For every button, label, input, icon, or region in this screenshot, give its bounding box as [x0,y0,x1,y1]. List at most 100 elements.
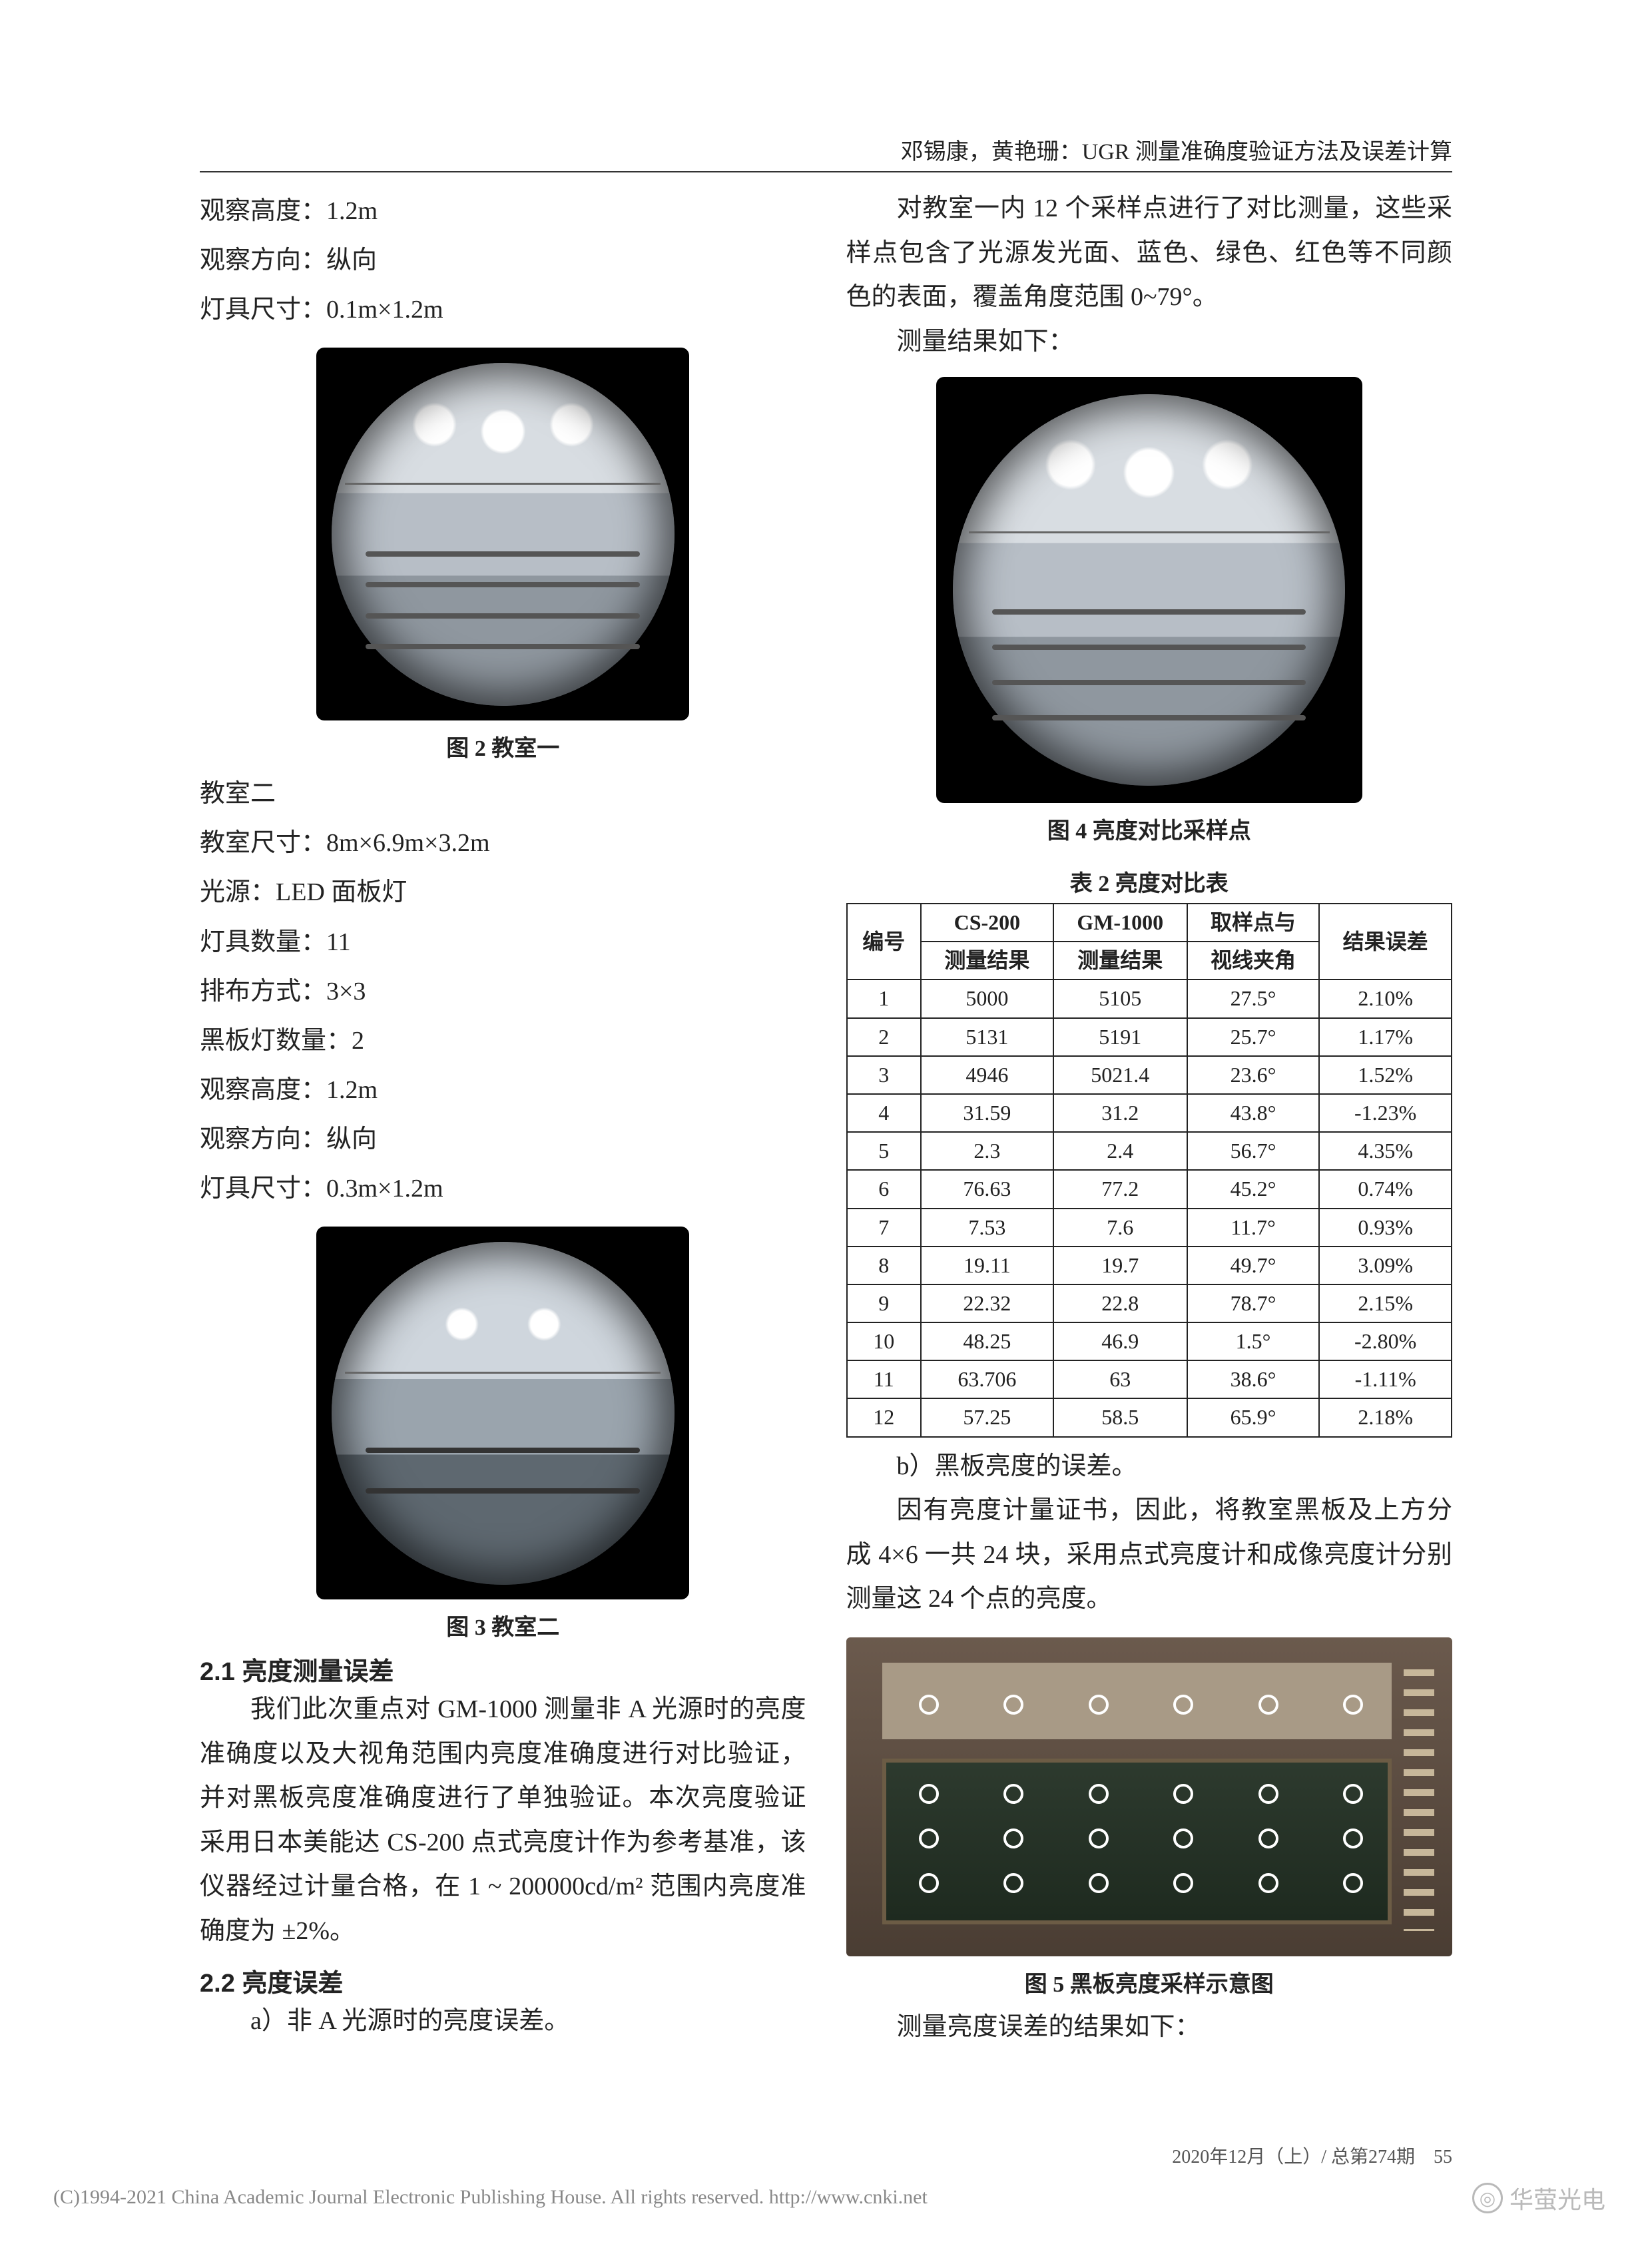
section-b-title: b）黑板亮度的误差。 [846,1444,1453,1489]
table-cell: 49.7° [1187,1247,1320,1284]
page-footer: 2020年12月（上）/ 总第274期 55 [200,2142,1452,2169]
table-row: 1257.2558.565.9°2.18% [847,1398,1452,1436]
table-cell: 11 [847,1360,922,1398]
table-row: 52.32.456.7°4.35% [847,1132,1452,1170]
th-cs200-b: 测量结果 [921,942,1053,980]
table-cell: 9 [847,1284,922,1322]
table-cell: 77.2 [1053,1170,1187,1208]
table-row: 77.537.611.7°0.93% [847,1209,1452,1247]
table-cell: 46.9 [1053,1322,1187,1360]
figure-3-image [316,1227,689,1599]
table-cell: 2.4 [1053,1132,1187,1170]
table-row: 431.5931.243.8°-1.23% [847,1094,1452,1132]
table-row: 676.6377.245.2°0.74% [847,1170,1452,1208]
table-cell: 7.6 [1053,1209,1187,1247]
table-cell: 19.7 [1053,1247,1187,1284]
table-2: 编号 CS-200 GM-1000 取样点与 结果误差 测量结果 测量结果 视线… [846,903,1453,1438]
th-err: 结果误差 [1319,904,1452,980]
table-row: 1048.2546.91.5°-2.80% [847,1322,1452,1360]
section-b-paragraph: 因有亮度计量证书，因此，将教室黑板及上方分成 4×6 一共 24 块，采用点式亮… [846,1488,1453,1621]
sample-point-icon [1258,1784,1278,1804]
param-lum-count: 灯具数量：11 [200,918,806,967]
sample-point-icon [919,1784,939,1804]
th-angle-b: 视线夹角 [1187,942,1320,980]
table-cell: -1.11% [1319,1360,1452,1398]
sample-point-icon [1089,1873,1109,1893]
table-cell: 6 [847,1170,922,1208]
table-cell: 65.9° [1187,1398,1320,1436]
classroom2-params: 教室二 教室尺寸：8m×6.9m×3.2m 光源：LED 面板灯 灯具数量：11… [200,769,806,1213]
table-cell: 1 [847,980,922,1017]
table-cell: 5131 [921,1018,1053,1056]
sample-point-icon [919,1828,939,1848]
table-cell: 5021.4 [1053,1056,1187,1094]
classroom1-params: 观察高度：1.2m 观察方向：纵向 灯具尺寸：0.1m×1.2m [200,186,806,334]
table-row: 15000510527.5°2.10% [847,980,1452,1017]
th-gm1000-b: 测量结果 [1053,942,1187,980]
table-cell: 0.93% [1319,1209,1452,1247]
table-cell: 25.7° [1187,1018,1320,1056]
table-cell: 4.35% [1319,1132,1452,1170]
table-cell: 5105 [1053,980,1187,1017]
param-obs-height-2: 观察高度：1.2m [200,1065,806,1115]
figure-3: 图 3 教室二 [200,1227,806,1641]
table-cell: 2.15% [1319,1284,1452,1322]
sample-point-icon [1258,1873,1278,1893]
table-cell: 5191 [1053,1018,1187,1056]
table-cell: 1.52% [1319,1056,1452,1094]
right-column: 对教室一内 12 个采样点进行了对比测量，这些采样点包含了光源发光面、蓝色、绿色… [846,186,1453,2049]
param-obs-dir: 观察方向：纵向 [200,236,806,285]
th-gm1000-a: GM-1000 [1053,904,1187,942]
table-cell: 22.32 [921,1284,1053,1322]
table-cell: 19.11 [921,1247,1053,1284]
watermark: ◎ 华萤光电 [1472,2181,1605,2215]
sample-point-icon [1173,1695,1193,1715]
table-row: 1163.7066338.6°-1.11% [847,1360,1452,1398]
table-cell: 38.6° [1187,1360,1320,1398]
table-cell: 57.25 [921,1398,1053,1436]
table-cell: 31.59 [921,1094,1053,1132]
table-cell: -2.80% [1319,1322,1452,1360]
table-cell: 22.8 [1053,1284,1187,1322]
sample-point-icon [919,1873,939,1893]
watermark-text: 华萤光电 [1510,2181,1605,2215]
table-cell: 63 [1053,1360,1187,1398]
table-cell: -1.23% [1319,1094,1452,1132]
table-cell: 1.17% [1319,1018,1452,1056]
table-cell: 27.5° [1187,980,1320,1017]
sample-point-icon [1258,1828,1278,1848]
figure-2-image [316,348,689,720]
param-lum-size: 灯具尺寸：0.1m×1.2m [200,285,806,334]
classroom2-title: 教室二 [200,769,806,818]
table-cell: 45.2° [1187,1170,1320,1208]
watermark-logo-icon: ◎ [1472,2183,1503,2213]
sample-point-icon [1258,1695,1278,1715]
table-cell: 12 [847,1398,922,1436]
table-row: 349465021.423.6°1.52% [847,1056,1452,1094]
section-2-1-title: 2.1 亮度测量误差 [200,1651,806,1687]
copyright-line: (C)1994-2021 China Academic Journal Elec… [53,2186,928,2209]
table-row: 25131519125.7°1.17% [847,1018,1452,1056]
th-num: 编号 [847,904,922,980]
table-cell: 2.10% [1319,980,1452,1017]
table-cell: 48.25 [921,1322,1053,1360]
table-cell: 2.3 [921,1132,1053,1170]
left-column: 观察高度：1.2m 观察方向：纵向 灯具尺寸：0.1m×1.2m 图 2 教室一 [200,186,806,2049]
table-row: 819.1119.749.7°3.09% [847,1247,1452,1284]
table-cell: 56.7° [1187,1132,1320,1170]
th-angle-a: 取样点与 [1187,904,1320,942]
table-cell: 0.74% [1319,1170,1452,1208]
sample-point-icon [1003,1695,1023,1715]
table-cell: 5 [847,1132,922,1170]
table-cell: 8 [847,1247,922,1284]
figure-2-caption: 图 2 教室一 [200,730,806,762]
table-cell: 63.706 [921,1360,1053,1398]
section-2-2-title: 2.2 亮度误差 [200,1962,806,1999]
table-cell: 11.7° [1187,1209,1320,1247]
param-room-size: 教室尺寸：8m×6.9m×3.2m [200,818,806,868]
param-obs-dir-2: 观察方向：纵向 [200,1115,806,1164]
figure-4-image [936,377,1362,803]
figure-2: 图 2 教室一 [200,348,806,762]
table-2-caption: 表 2 亮度对比表 [846,865,1453,898]
table-cell: 31.2 [1053,1094,1187,1132]
